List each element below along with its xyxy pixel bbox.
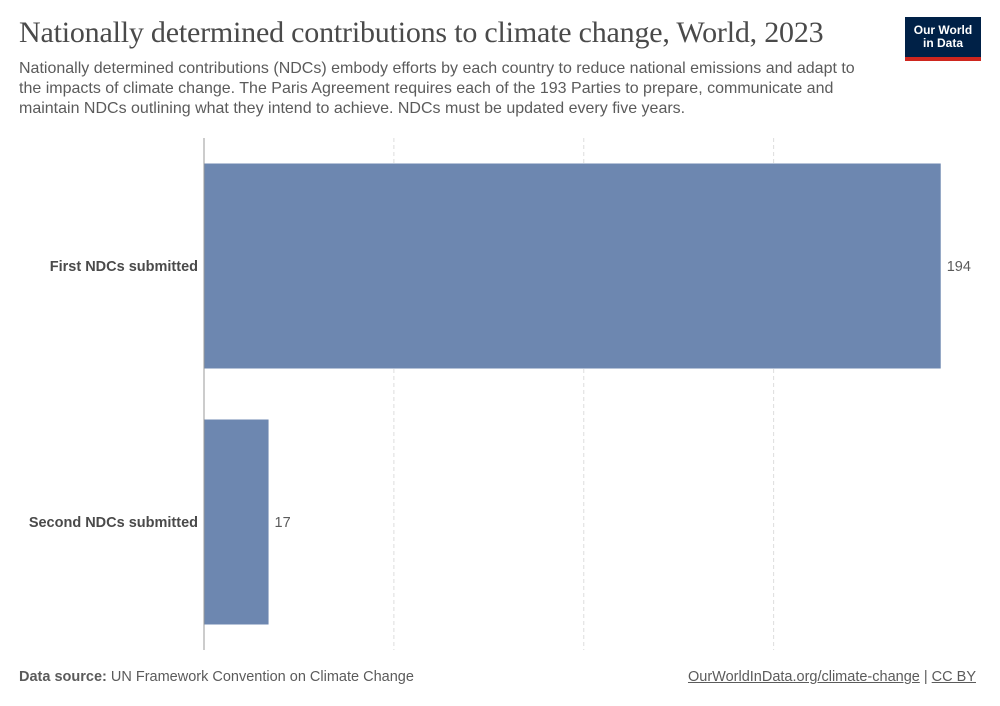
value-label-0: 194 [947,259,971,275]
bar-chart: First NDCs submitted 194 Second NDCs submi… [29,138,971,650]
logo-line-1: Our World [913,23,973,37]
value-label-1: 17 [275,515,291,531]
chart-title: Nationally determined contributions to c… [19,16,824,49]
owid-logo[interactable]: Our World in Data [905,17,981,61]
data-source-label: Data source: [19,669,107,685]
data-source-text: UN Framework Convention on Climate Chang… [110,669,414,685]
footer-separator: | [923,669,928,685]
bar-0[interactable] [204,163,941,369]
data-source: Data source: UN Framework Convention on … [19,669,414,685]
category-label-0: First NDCs submitted [50,259,198,275]
logo-line-2: in Data [922,36,963,50]
footer-links: OurWorldInData.org/climate-change | CC B… [688,669,976,685]
bar-1[interactable] [204,419,269,625]
license-link[interactable]: CC BY [931,669,976,685]
topic-link[interactable]: OurWorldInData.org/climate-change [687,669,920,685]
category-label-1: Second NDCs submitted [29,515,198,531]
chart-subtitle: Nationally determined contributions (NDC… [19,60,855,117]
